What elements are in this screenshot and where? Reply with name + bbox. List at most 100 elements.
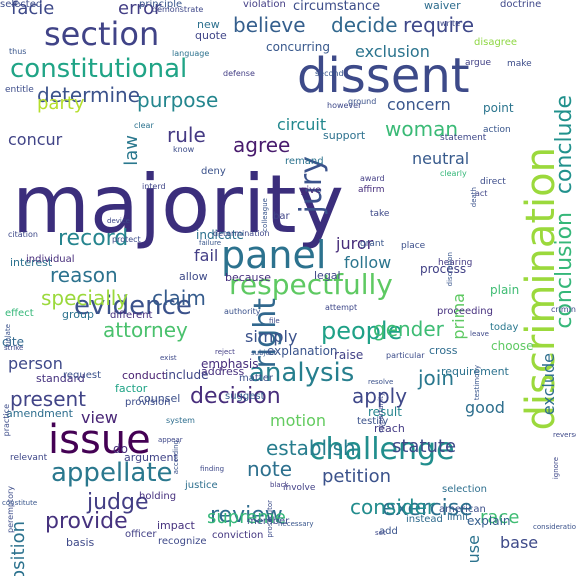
word-strike: strike: [4, 344, 24, 352]
word-failure: failure: [199, 239, 222, 247]
word-apply: apply: [352, 384, 408, 408]
word-exclusion: exclusion: [355, 42, 430, 61]
word-different: different: [110, 310, 153, 321]
word-testify: testify: [357, 416, 389, 427]
word-ignore: ignore: [552, 457, 560, 480]
word-authority: authority: [224, 307, 261, 316]
word-member: member: [247, 516, 290, 527]
word-neutral: neutral: [412, 149, 470, 168]
word-facie: facie: [11, 0, 55, 19]
word-gender: gender: [373, 317, 444, 341]
word-system: system: [166, 416, 195, 425]
word-attempt: attempt: [325, 303, 358, 312]
word-concurring: concurring: [266, 40, 330, 54]
word-criminal: criminal: [551, 305, 576, 314]
word-effect: effect: [5, 308, 34, 319]
word-affirm: affirm: [358, 185, 385, 195]
word-include: include: [165, 368, 209, 382]
word-consider: consider: [350, 495, 436, 519]
word-petition: petition: [322, 466, 392, 487]
word-clearly: clearly: [440, 169, 467, 178]
word-claim: claim: [152, 286, 206, 310]
word-resolve: resolve: [368, 378, 394, 386]
word-present: present: [10, 387, 87, 411]
word-action: action: [483, 125, 511, 135]
word-practice: practice: [2, 404, 11, 437]
word-selection: selection: [442, 484, 487, 495]
word-however: however: [327, 101, 362, 110]
word-constitute: constitute: [2, 499, 38, 507]
word-majority: majority: [12, 158, 344, 251]
word-hearing: hearing: [438, 258, 473, 268]
word-protect: protect: [112, 235, 141, 244]
word-clear: clear: [134, 121, 154, 130]
word-explain: explain: [467, 514, 511, 528]
word-act: act: [475, 189, 488, 198]
word-judge: judge: [87, 490, 149, 515]
word-basis: basis: [66, 536, 95, 549]
word-view: view: [81, 408, 118, 427]
word-require: require: [403, 13, 475, 37]
word-fail: fail: [194, 246, 219, 265]
word-simply: simply: [245, 327, 298, 346]
word-purpose: purpose: [137, 88, 219, 112]
word-conviction: conviction: [212, 530, 264, 541]
word-entitle: entitle: [5, 85, 34, 95]
word-issue: issue: [48, 417, 151, 463]
word-plain: plain: [490, 283, 520, 297]
word-constitutional: constitutional: [10, 54, 188, 84]
word-record: record: [58, 226, 129, 251]
word-requirement: requirement: [441, 365, 509, 378]
word-relevant: relevant: [10, 453, 48, 463]
word-determination: determination: [213, 229, 270, 238]
word-testimony: testimony: [473, 365, 481, 401]
word-violation: violation: [243, 0, 286, 10]
word-rule: rule: [167, 123, 206, 147]
word-add: add: [379, 526, 398, 537]
word-raise: raise: [334, 348, 364, 362]
word-set: set: [375, 529, 386, 537]
word-party: party: [37, 93, 85, 114]
word-appellate: appellate: [51, 458, 173, 488]
word-result: result: [368, 405, 402, 419]
word-concern: concern: [387, 95, 451, 114]
word-file: file: [269, 317, 280, 325]
word-cite: cite: [2, 335, 25, 349]
word-opportunity: opportunity: [377, 392, 385, 433]
word-thus: thus: [9, 47, 27, 56]
word-decision: decision: [190, 384, 281, 409]
word-black: black: [270, 481, 289, 489]
word-provide: provide: [45, 509, 128, 534]
word-person: person: [8, 354, 63, 373]
word-selected: selected: [0, 0, 43, 10]
word-particular: particular: [386, 351, 425, 360]
word-review: review: [210, 503, 283, 528]
word-use: use: [464, 535, 483, 564]
word-indicate: indicate: [196, 228, 244, 242]
word-discretion: discretion: [446, 252, 454, 287]
word-standard: standard: [36, 372, 85, 385]
word-juror: juror: [336, 234, 374, 253]
word-deny: deny: [201, 166, 226, 177]
word-respectfully: respectfully: [229, 268, 393, 301]
word-attorney: attorney: [103, 318, 188, 342]
word-establish: establish: [266, 436, 356, 460]
word-finding: finding: [200, 465, 225, 473]
word-new: new: [197, 18, 220, 31]
word-woman: woman: [385, 117, 459, 141]
word-reverse: reverse: [553, 431, 576, 439]
word-evidence: evidence: [74, 291, 192, 321]
word-peremptory: peremptory: [6, 486, 15, 533]
word-group: group: [62, 308, 94, 321]
word-reach: reach: [374, 422, 405, 435]
word-write: write: [440, 19, 461, 28]
word-grant: grant: [360, 239, 385, 249]
word-matter: matter: [239, 373, 273, 384]
word-conduct: conduct: [122, 369, 167, 382]
word-take: take: [370, 209, 390, 219]
word-support: support: [323, 129, 366, 142]
word-circuit: circuit: [277, 115, 327, 134]
word-do: do: [113, 442, 128, 456]
word-limit: limit: [447, 512, 469, 523]
